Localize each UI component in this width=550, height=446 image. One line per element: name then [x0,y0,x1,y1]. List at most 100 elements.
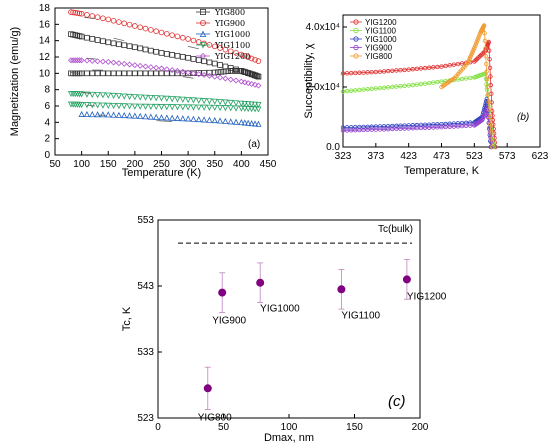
data-point [394,84,399,89]
direction-arrow [70,72,79,74]
data-point [477,33,482,38]
data-point [76,10,83,17]
panel-label: (c) [388,393,406,410]
data-point [110,59,117,66]
data-point [147,64,154,71]
data-point [377,124,383,129]
data-point [94,14,101,20]
data-point [74,10,81,16]
data-point [482,38,488,44]
panel-label: (a) [248,139,260,150]
panel-c: 0 50 100 150 200 523 533 543 553 Dmax, nm Tc, K (c)… [121,215,447,444]
data-point [169,104,176,111]
data-point [484,69,489,74]
data-point [217,104,224,112]
data-point [245,54,251,60]
data-point [142,94,149,101]
point-label: YIG1100 [341,310,380,321]
data-point [227,48,234,55]
data-point [206,72,213,79]
data-point [353,127,358,133]
data-point [488,74,493,79]
data-point [439,79,444,84]
data-point [89,102,96,109]
data-point [195,57,202,63]
x-tick-label: 50 [49,159,61,170]
data-point [158,65,165,72]
data-point [142,25,149,32]
data-point [410,67,415,72]
data-point [94,37,101,43]
y-tick-label: 16 [39,19,51,30]
data-point [100,15,106,22]
data-point [179,54,186,60]
data-point [451,124,457,129]
data-point [158,70,165,77]
data-point [201,70,207,76]
x-tick-label: 623 [532,151,549,162]
data-point [131,112,138,119]
data-point [369,86,374,92]
y-axis-label: Magnetization (emu/g) [9,27,21,136]
data-point [179,68,186,75]
data-point [385,68,391,74]
data-point [83,102,90,109]
data-point [158,95,165,102]
data-point [137,62,144,69]
data-point [489,144,495,150]
legend-label: YIG900 [214,19,245,28]
y-tick-label: 4 [44,117,50,128]
data-point [488,135,493,140]
data-point [414,66,420,72]
x-tick-label: 473 [433,151,450,162]
data-point [201,98,208,105]
data-point [484,77,490,82]
data-point [406,126,411,131]
data-point [164,51,170,57]
data-point [439,121,444,127]
data-point [443,121,448,127]
data-point [357,127,362,133]
y-tick-label: 4.0x10⁴ [306,22,340,33]
data-point [357,70,362,75]
legend-marker [353,44,359,51]
data-point [484,99,489,104]
data-point [390,126,395,132]
data-point [377,127,383,132]
y-tick-label: 523 [137,413,154,424]
data-point [487,57,492,62]
data-point [148,27,154,33]
data-point [447,63,452,68]
data-point [443,63,448,69]
data-point [361,124,366,130]
x-tick-label: 0 [155,422,161,433]
data-point [406,83,411,88]
data-point [72,9,79,16]
data-point [390,68,395,73]
data-point [252,56,258,63]
legend-label: YIG1100 [214,41,250,50]
data-point [131,103,138,110]
x-tick-label: 300 [180,159,197,170]
data-point [153,64,160,71]
data-point [484,87,490,93]
legend-label: YIG1000 [365,35,397,44]
data-point [463,120,469,126]
data-point [169,70,175,77]
data-point [211,69,218,76]
data-point [390,123,395,129]
data-point [105,70,112,77]
x-tick-label: 250 [153,159,170,170]
data-point [238,78,245,85]
data-point [488,122,493,127]
data-point [344,125,350,130]
data-point [99,58,106,65]
x-tick-label: 323 [335,151,352,162]
direction-arrow [84,17,95,19]
data-point [153,95,160,102]
data-point [78,33,85,40]
data-point [137,94,144,101]
data-point [190,37,197,44]
x-tick-label: 450 [260,159,277,170]
